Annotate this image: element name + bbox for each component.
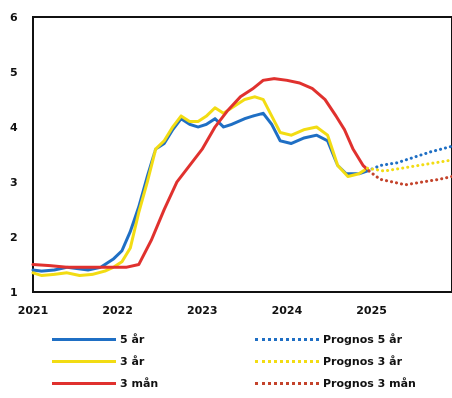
- legend: 5 år Prognos 5 år 3 år Prognos 3 år 3 må…: [0, 326, 452, 398]
- series-line-3-man: [31, 77, 371, 269]
- legend-label: 5 år: [120, 332, 145, 346]
- y-tick-label: 6: [10, 11, 18, 24]
- legend-item-5-ar: 5 år: [52, 328, 144, 350]
- x-axis-ticks: 2021 2022 2023 2024 2025: [18, 304, 387, 317]
- legend-item-3-man: 3 mån: [52, 372, 158, 394]
- legend-swatch: [52, 359, 116, 363]
- legend-swatch: [255, 337, 319, 341]
- x-tick-label: 2021: [18, 304, 49, 317]
- legend-label: Prognos 5 år: [323, 332, 403, 346]
- y-tick-label: 3: [10, 176, 18, 189]
- legend-item-3-ar: 3 år: [52, 350, 144, 372]
- plot-frame: [32, 16, 452, 293]
- x-tick-label: 2024: [272, 304, 303, 317]
- legend-label: Prognos 3 år: [323, 354, 403, 368]
- series-line-prognos-5-ar: [365, 144, 452, 173]
- rate-chart: 1 2 3 4 5 6 2021 2022 2023 2024 2025: [10, 11, 452, 317]
- x-tick-label: 2022: [102, 304, 133, 317]
- series-line-5-ar: [31, 111, 369, 273]
- y-tick-label: 1: [10, 286, 18, 299]
- legend-swatch: [52, 381, 116, 385]
- legend-swatch: [255, 381, 319, 385]
- legend-item-prognos-3-ar: Prognos 3 år: [255, 350, 402, 372]
- y-tick-label: 2: [10, 231, 18, 244]
- y-tick-label: 5: [10, 66, 18, 79]
- y-tick-label: 4: [10, 121, 18, 134]
- legend-swatch: [255, 359, 319, 363]
- x-tick-label: 2023: [187, 304, 218, 317]
- legend-item-prognos-3-man: Prognos 3 mån: [255, 372, 416, 394]
- legend-label: 3 mån: [120, 376, 159, 390]
- series-layer: [31, 77, 452, 277]
- y-axis-ticks: 1 2 3 4 5 6: [10, 11, 18, 299]
- x-tick-label: 2025: [356, 304, 387, 317]
- legend-item-prognos-5-ar: Prognos 5 år: [255, 328, 402, 350]
- series-line-prognos-3-ar: [365, 158, 452, 173]
- series-line-3-ar: [31, 95, 369, 277]
- legend-swatch: [52, 337, 116, 341]
- legend-label: 3 år: [120, 354, 145, 368]
- legend-label: Prognos 3 mån: [323, 376, 416, 390]
- series-line-prognos-3-man: [367, 169, 452, 187]
